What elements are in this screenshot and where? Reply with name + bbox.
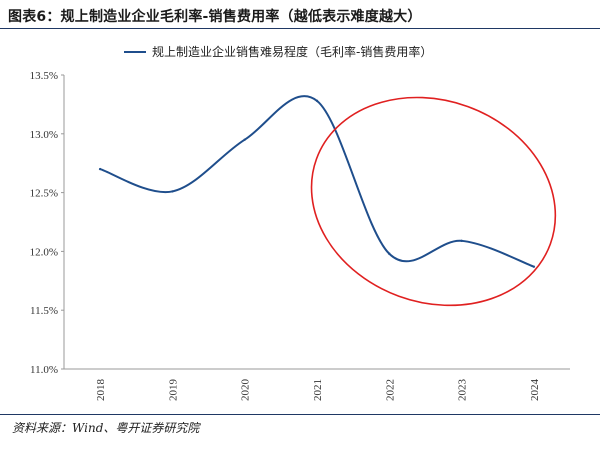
source-note: 资料来源：Wind、粤开证券研究院 — [12, 421, 200, 435]
y-tick-label: 11.5% — [30, 305, 58, 317]
y-tick-label: 13.5% — [30, 70, 58, 82]
title-rule — [0, 28, 600, 29]
y-tick-label: 12.0% — [30, 246, 58, 258]
data-point — [243, 138, 246, 141]
data-point — [98, 167, 102, 171]
x-tick-label: 2020 — [240, 379, 252, 402]
data-point — [532, 265, 536, 268]
data-point — [460, 239, 463, 243]
x-tick-label: 2022 — [384, 379, 396, 401]
source-rule — [0, 414, 600, 415]
data-point — [171, 190, 174, 193]
y-tick-label: 12.5% — [30, 188, 58, 200]
data-point — [315, 99, 319, 103]
x-tick-label: 2023 — [457, 379, 469, 402]
data-points — [98, 99, 536, 268]
x-tick-labels: 2018 2019 2020 2021 2022 2023 2024 — [95, 379, 541, 402]
x-tick-label: 2018 — [95, 379, 107, 402]
figure-title: 图表6：规上制造业企业毛利率-销售费用率（越低表示难度越大） — [8, 9, 422, 25]
legend: 规上制造业企业销售难易程度（毛利率-销售费用率） — [124, 44, 432, 59]
y-tick-label: 13.0% — [30, 129, 58, 141]
x-tick-label: 2024 — [529, 379, 541, 402]
data-point — [388, 252, 391, 255]
x-tick-label: 2021 — [312, 379, 324, 401]
x-tick-label: 2019 — [167, 379, 179, 402]
series-line — [99, 95, 535, 268]
y-tick-label: 11.0% — [30, 364, 58, 376]
legend-label: 规上制造业企业销售难易程度（毛利率-销售费用率） — [152, 44, 432, 59]
y-tick-labels: 11.0% 11.5% 12.0% 12.5% 13.0% 13.5% — [30, 70, 64, 376]
highlight-ellipse — [310, 96, 557, 307]
